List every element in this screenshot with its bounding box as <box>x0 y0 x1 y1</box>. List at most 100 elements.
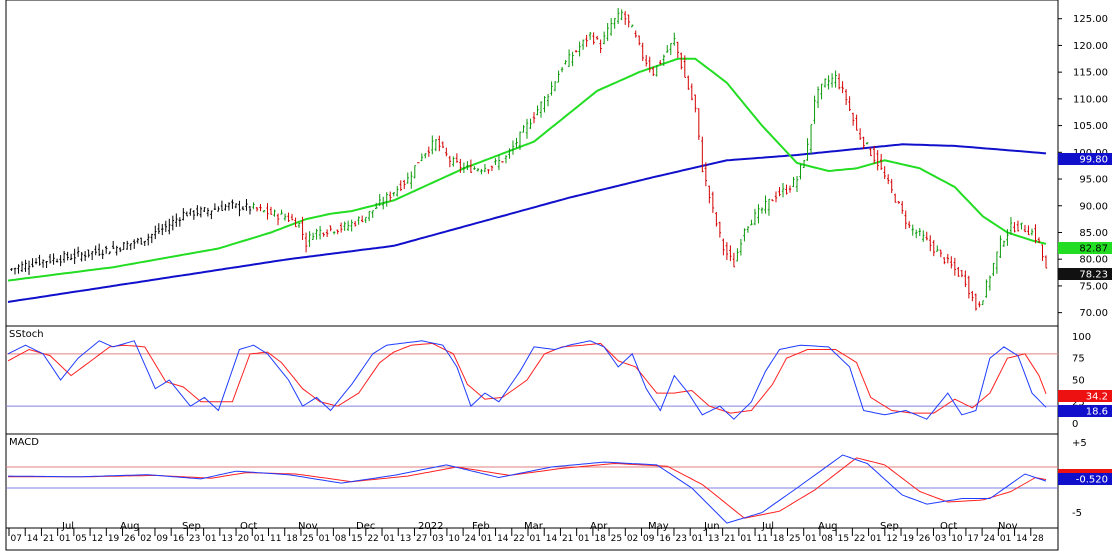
x-day-tick-label: 01 <box>1000 534 1011 544</box>
x-day-tick-label: 01 <box>481 534 492 544</box>
svg-text:34.2: 34.2 <box>1086 392 1108 403</box>
x-day-tick-label: 21 <box>562 534 573 544</box>
x-day-tick-label: 21 <box>43 534 54 544</box>
price-y-tick-label: 120.00 <box>1073 41 1108 52</box>
x-day-tick-label: 25 <box>789 534 800 544</box>
svg-text:99.80: 99.80 <box>1079 155 1108 166</box>
x-day-tick-label: 03 <box>432 534 443 544</box>
x-day-tick-label: 02 <box>627 534 638 544</box>
x-day-tick-label: 19 <box>108 534 120 544</box>
x-day-tick-label: 26 <box>919 534 931 544</box>
x-day-tick-label: 09 <box>156 534 168 544</box>
ma-short-line <box>7 57 1047 282</box>
x-day-tick-label: 10 <box>448 534 460 544</box>
x-month-label: Jun <box>703 521 720 532</box>
x-day-tick-label: 23 <box>675 534 686 544</box>
x-day-tick-label: 09 <box>643 534 655 544</box>
x-day-tick-label: 05 <box>75 534 86 544</box>
x-day-tick-label: 23 <box>189 534 200 544</box>
x-day-tick-label: 14 <box>27 534 39 544</box>
x-day-tick-label: 14 <box>497 534 509 544</box>
x-month-label: Oct <box>240 521 257 532</box>
x-day-tick-label: 26 <box>124 534 136 544</box>
stoch-y-tick-label: 50 <box>1072 376 1085 387</box>
ma-short-badge: 82.87 <box>1058 242 1112 255</box>
svg-text:78.23: 78.23 <box>1079 270 1108 281</box>
x-day-tick-label: 03 <box>935 534 946 544</box>
x-day-tick-label: 08 <box>335 534 347 544</box>
ma-long-badge: 99.80 <box>1058 153 1112 166</box>
x-month-label: Mar <box>524 521 544 532</box>
price-y-tick-label: 70.00 <box>1079 308 1108 319</box>
x-month-label: Aug <box>120 521 140 532</box>
x-month-label: 2022 <box>418 521 443 532</box>
x-day-tick-label: 01 <box>384 534 395 544</box>
price-y-tick-label: 110.00 <box>1073 94 1108 105</box>
stoch-k-badge: 34.2 <box>1058 390 1112 403</box>
stoch-d-badge: 18.6 <box>1058 405 1112 418</box>
x-day-tick-label: 01 <box>578 534 589 544</box>
x-day-tick-label: 01 <box>870 534 881 544</box>
stoch-y-tick-label: 25 <box>1072 397 1085 408</box>
x-day-tick-label: 16 <box>173 534 185 544</box>
x-month-label: Nov <box>298 521 318 532</box>
x-day-tick-label: 08 <box>821 534 833 544</box>
x-day-tick-label: 17 <box>967 534 978 544</box>
stoch-y-tick-label: 75 <box>1072 354 1085 365</box>
x-day-tick-label: 20 <box>238 534 250 544</box>
x-month-label: Jul <box>61 521 74 532</box>
x-month-label: Sep <box>880 521 899 532</box>
x-day-tick-label: 19 <box>903 534 915 544</box>
x-day-tick-label: 15 <box>351 534 362 544</box>
x-day-tick-label: 01 <box>254 534 265 544</box>
last-price-badge: 78.23 <box>1058 268 1112 281</box>
x-month-label: Aug <box>818 521 838 532</box>
x-day-tick-label: 22 <box>367 534 378 544</box>
macd-signal-line <box>8 457 1047 519</box>
x-day-tick-label: 24 <box>465 534 477 544</box>
ma-long-line <box>7 143 1047 303</box>
macd-panel-label: MACD <box>9 437 39 448</box>
x-day-tick-label: 01 <box>805 534 816 544</box>
price-y-tick-label: 125.00 <box>1073 14 1108 25</box>
x-day-tick-label: 25 <box>611 534 622 544</box>
x-day-tick-label: 18 <box>594 534 606 544</box>
x-day-tick-label: 10 <box>951 534 963 544</box>
stoch-d-line <box>7 342 1047 414</box>
macd-y-tick-label: -5 <box>1072 508 1082 519</box>
x-day-tick-label: 01 <box>319 534 330 544</box>
x-day-tick-label: 02 <box>140 534 151 544</box>
x-day-tick-label: 14 <box>546 534 558 544</box>
x-day-tick-label: 25 <box>302 534 313 544</box>
price-y-tick-label: 80.00 <box>1079 255 1108 266</box>
x-day-tick-label: 13 <box>221 534 232 544</box>
x-month-label: Nov <box>998 521 1018 532</box>
x-month-label: Sep <box>182 521 201 532</box>
x-day-tick-label: 13 <box>400 534 411 544</box>
x-day-tick-label: 15 <box>838 534 849 544</box>
x-month-label: Apr <box>590 521 608 532</box>
x-month-label: Jul <box>761 521 774 532</box>
x-day-tick-label: 22 <box>513 534 524 544</box>
macd-badge: -0.520 <box>1058 473 1112 486</box>
svg-text:18.6: 18.6 <box>1086 407 1108 418</box>
x-day-tick-label: 14 <box>1016 534 1028 544</box>
macd-y-tick-label: +5 <box>1072 438 1087 449</box>
stoch-k-line <box>7 340 1047 420</box>
svg-text:-0.520: -0.520 <box>1076 475 1108 486</box>
x-day-tick-label: 18 <box>773 534 785 544</box>
x-day-tick-label: 27 <box>416 534 427 544</box>
price-y-tick-label: 115.00 <box>1073 68 1108 79</box>
x-day-tick-label: 11 <box>757 534 768 544</box>
price-y-tick-label: 105.00 <box>1073 121 1108 132</box>
x-day-tick-label: 18 <box>286 534 298 544</box>
x-month-label: Feb <box>472 521 490 532</box>
x-day-tick-label: 28 <box>1032 534 1044 544</box>
price-y-tick-label: 75.00 <box>1079 281 1108 292</box>
price-y-tick-label: 90.00 <box>1079 201 1108 212</box>
macd-signal-badge <box>1058 469 1112 475</box>
x-day-tick-label: 01 <box>530 534 541 544</box>
price-y-tick-label: 95.00 <box>1079 175 1108 186</box>
stoch-y-tick-label: 0 <box>1072 419 1078 430</box>
